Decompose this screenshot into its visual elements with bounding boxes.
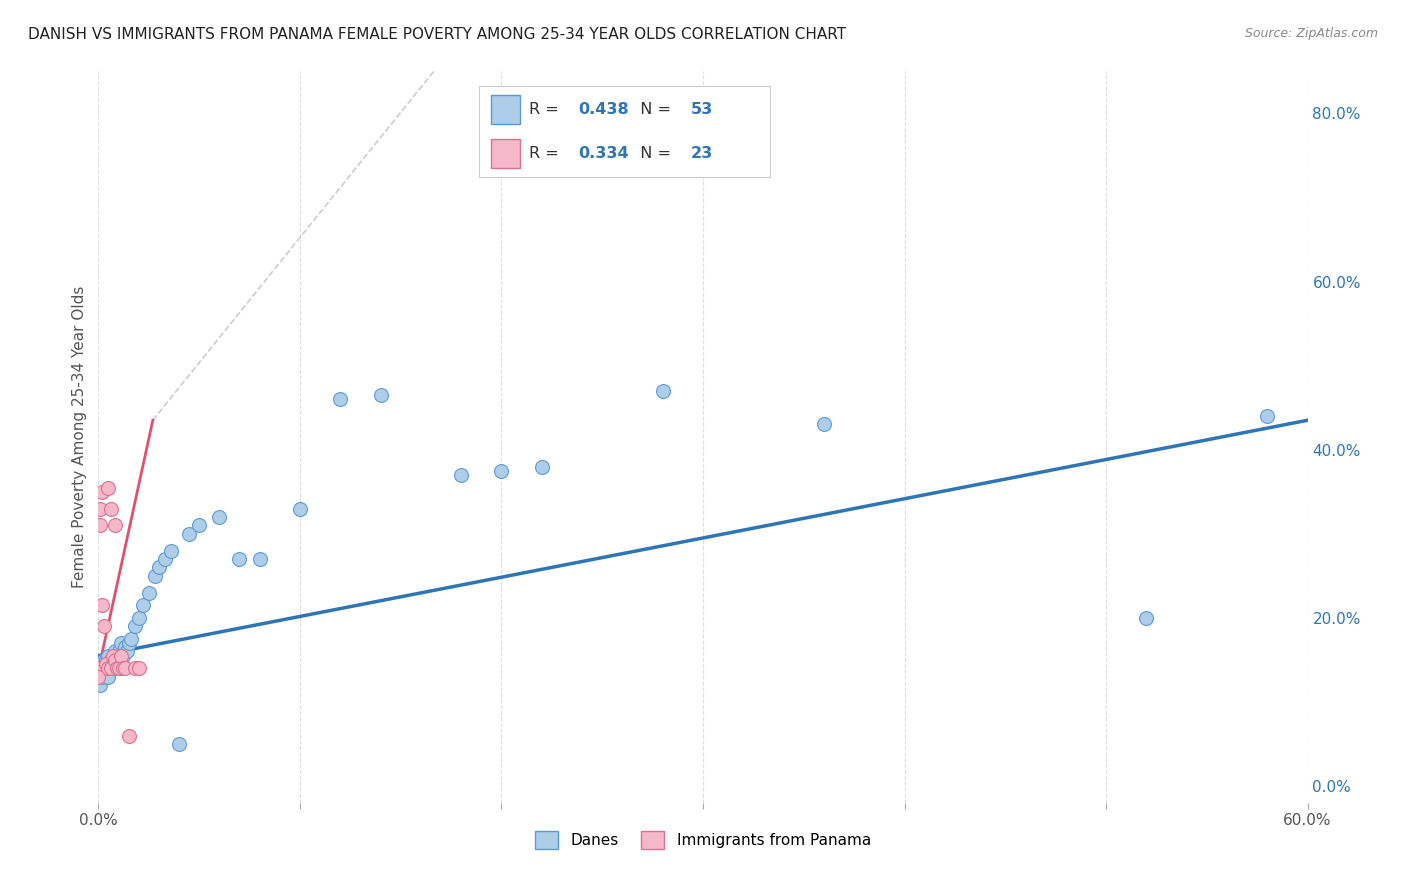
Point [97,481,120,495]
Point [93,619,115,633]
Point [96,661,118,675]
Point [160,543,183,558]
Point [97,661,120,675]
Point [153,552,176,566]
Point [93,661,115,675]
Point [132,599,155,613]
Point [100,501,122,516]
Point [1135,611,1157,625]
Point [101,648,124,663]
Point [651,384,673,398]
Text: Source: ZipAtlas.com: Source: ZipAtlas.com [1244,27,1378,40]
Point [91,484,114,499]
Point [118,729,141,743]
Point [97,670,120,684]
Point [97,648,120,663]
Point [87,670,110,684]
Point [167,737,190,751]
Point [111,648,134,663]
Y-axis label: Female Poverty Among 25-34 Year Olds: Female Poverty Among 25-34 Year Olds [72,286,87,588]
Point [105,653,128,667]
Point [87,661,110,675]
Point [288,501,311,516]
Point [530,459,553,474]
Point [103,644,125,658]
Legend: Danes, Immigrants from Panama: Danes, Immigrants from Panama [523,819,883,861]
Point [118,636,141,650]
Point [124,619,146,633]
Point [208,510,231,524]
Point [89,518,111,533]
Point [138,585,160,599]
Point [101,661,124,675]
Point [179,526,201,541]
Point [107,661,129,675]
Point [143,569,166,583]
Point [128,661,150,675]
Point [103,661,125,675]
Point [491,464,513,478]
Point [103,518,125,533]
Point [148,560,170,574]
Point [105,661,128,675]
Point [329,392,352,407]
Point [111,661,134,675]
Point [114,640,136,655]
Point [91,657,114,671]
Point [89,501,111,516]
Point [89,661,111,675]
Point [110,636,132,650]
Point [101,648,124,663]
Point [96,657,118,671]
Point [96,653,118,667]
Point [107,644,129,658]
Point [89,678,111,692]
Point [1256,409,1278,423]
Point [100,661,122,675]
Point [91,670,114,684]
Point [91,599,114,613]
Point [124,661,146,675]
Point [450,467,472,482]
Point [100,653,122,667]
Point [91,661,114,675]
Point [120,632,142,646]
Point [188,518,211,533]
Point [249,552,271,566]
Point [128,611,150,625]
Point [107,653,129,667]
Text: DANISH VS IMMIGRANTS FROM PANAMA FEMALE POVERTY AMONG 25-34 YEAR OLDS CORRELATIO: DANISH VS IMMIGRANTS FROM PANAMA FEMALE … [28,27,846,42]
Point [97,661,120,675]
Point [114,661,136,675]
Point [100,661,122,675]
Point [93,657,115,671]
Point [115,644,138,658]
Point [87,661,110,675]
Point [93,653,115,667]
Point [228,552,250,566]
Point [813,417,835,432]
Point [103,653,125,667]
Point [110,648,132,663]
Point [370,388,392,402]
